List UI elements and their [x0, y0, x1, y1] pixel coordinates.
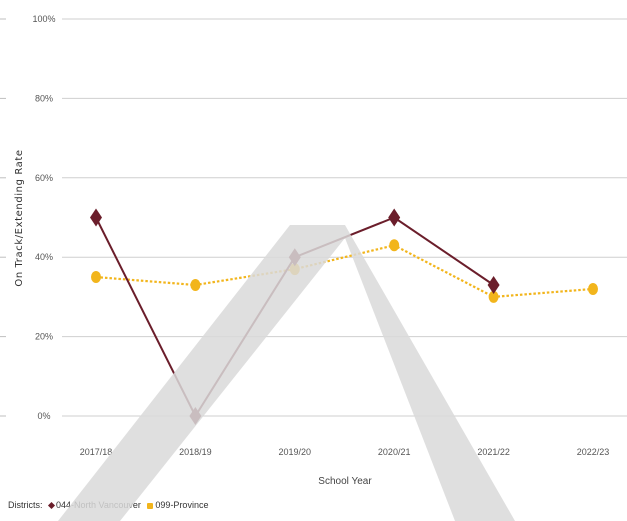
data-point — [90, 208, 102, 227]
legend-prefix: Districts: — [8, 500, 43, 510]
legend: Districts: 044-North Vancouver 099-Provi… — [8, 500, 208, 510]
data-point — [190, 278, 201, 291]
x-tick-label: 2021/22 — [477, 447, 510, 457]
data-point — [388, 208, 401, 227]
y-tick-label: 0% — [37, 411, 50, 421]
x-tick-label: 2020/21 — [378, 447, 411, 457]
legend-label-north-vancouver: 044-North Vancouver — [56, 500, 141, 510]
y-tick-label: 40% — [35, 252, 53, 262]
x-tick-label: 2022/23 — [577, 447, 610, 457]
y-tick-label: 60% — [35, 173, 53, 183]
data-point — [91, 271, 101, 284]
x-tick-label: 2018/19 — [179, 447, 212, 457]
y-axis-ticks: 100% 80% 60% 40% 20% 0% — [32, 14, 55, 421]
x-axis-label: School Year — [318, 476, 372, 487]
y-tick-label: 100% — [32, 14, 55, 24]
x-tick-label: 2019/20 — [279, 447, 312, 457]
series-line-044-north-vancouver — [95, 216, 495, 419]
data-point — [389, 239, 400, 252]
x-axis-ticks: 2017/18 2018/19 2019/20 2020/21 2021/22 2022/… — [80, 447, 610, 457]
legend-marker-province — [147, 502, 154, 509]
series-layer — [90, 208, 598, 425]
x-tick-label: 2017/18 — [80, 447, 113, 457]
data-point — [588, 282, 598, 295]
series-line-099-province — [95, 244, 594, 299]
y-axis-label: On Track/Extending Rate — [14, 149, 25, 286]
legend-label-province: 099-Province — [155, 500, 209, 510]
y-tick-label: 20% — [35, 332, 53, 342]
data-point — [487, 275, 500, 294]
y-tick-label: 80% — [35, 93, 53, 103]
legend-marker-north-vancouver — [47, 502, 56, 510]
